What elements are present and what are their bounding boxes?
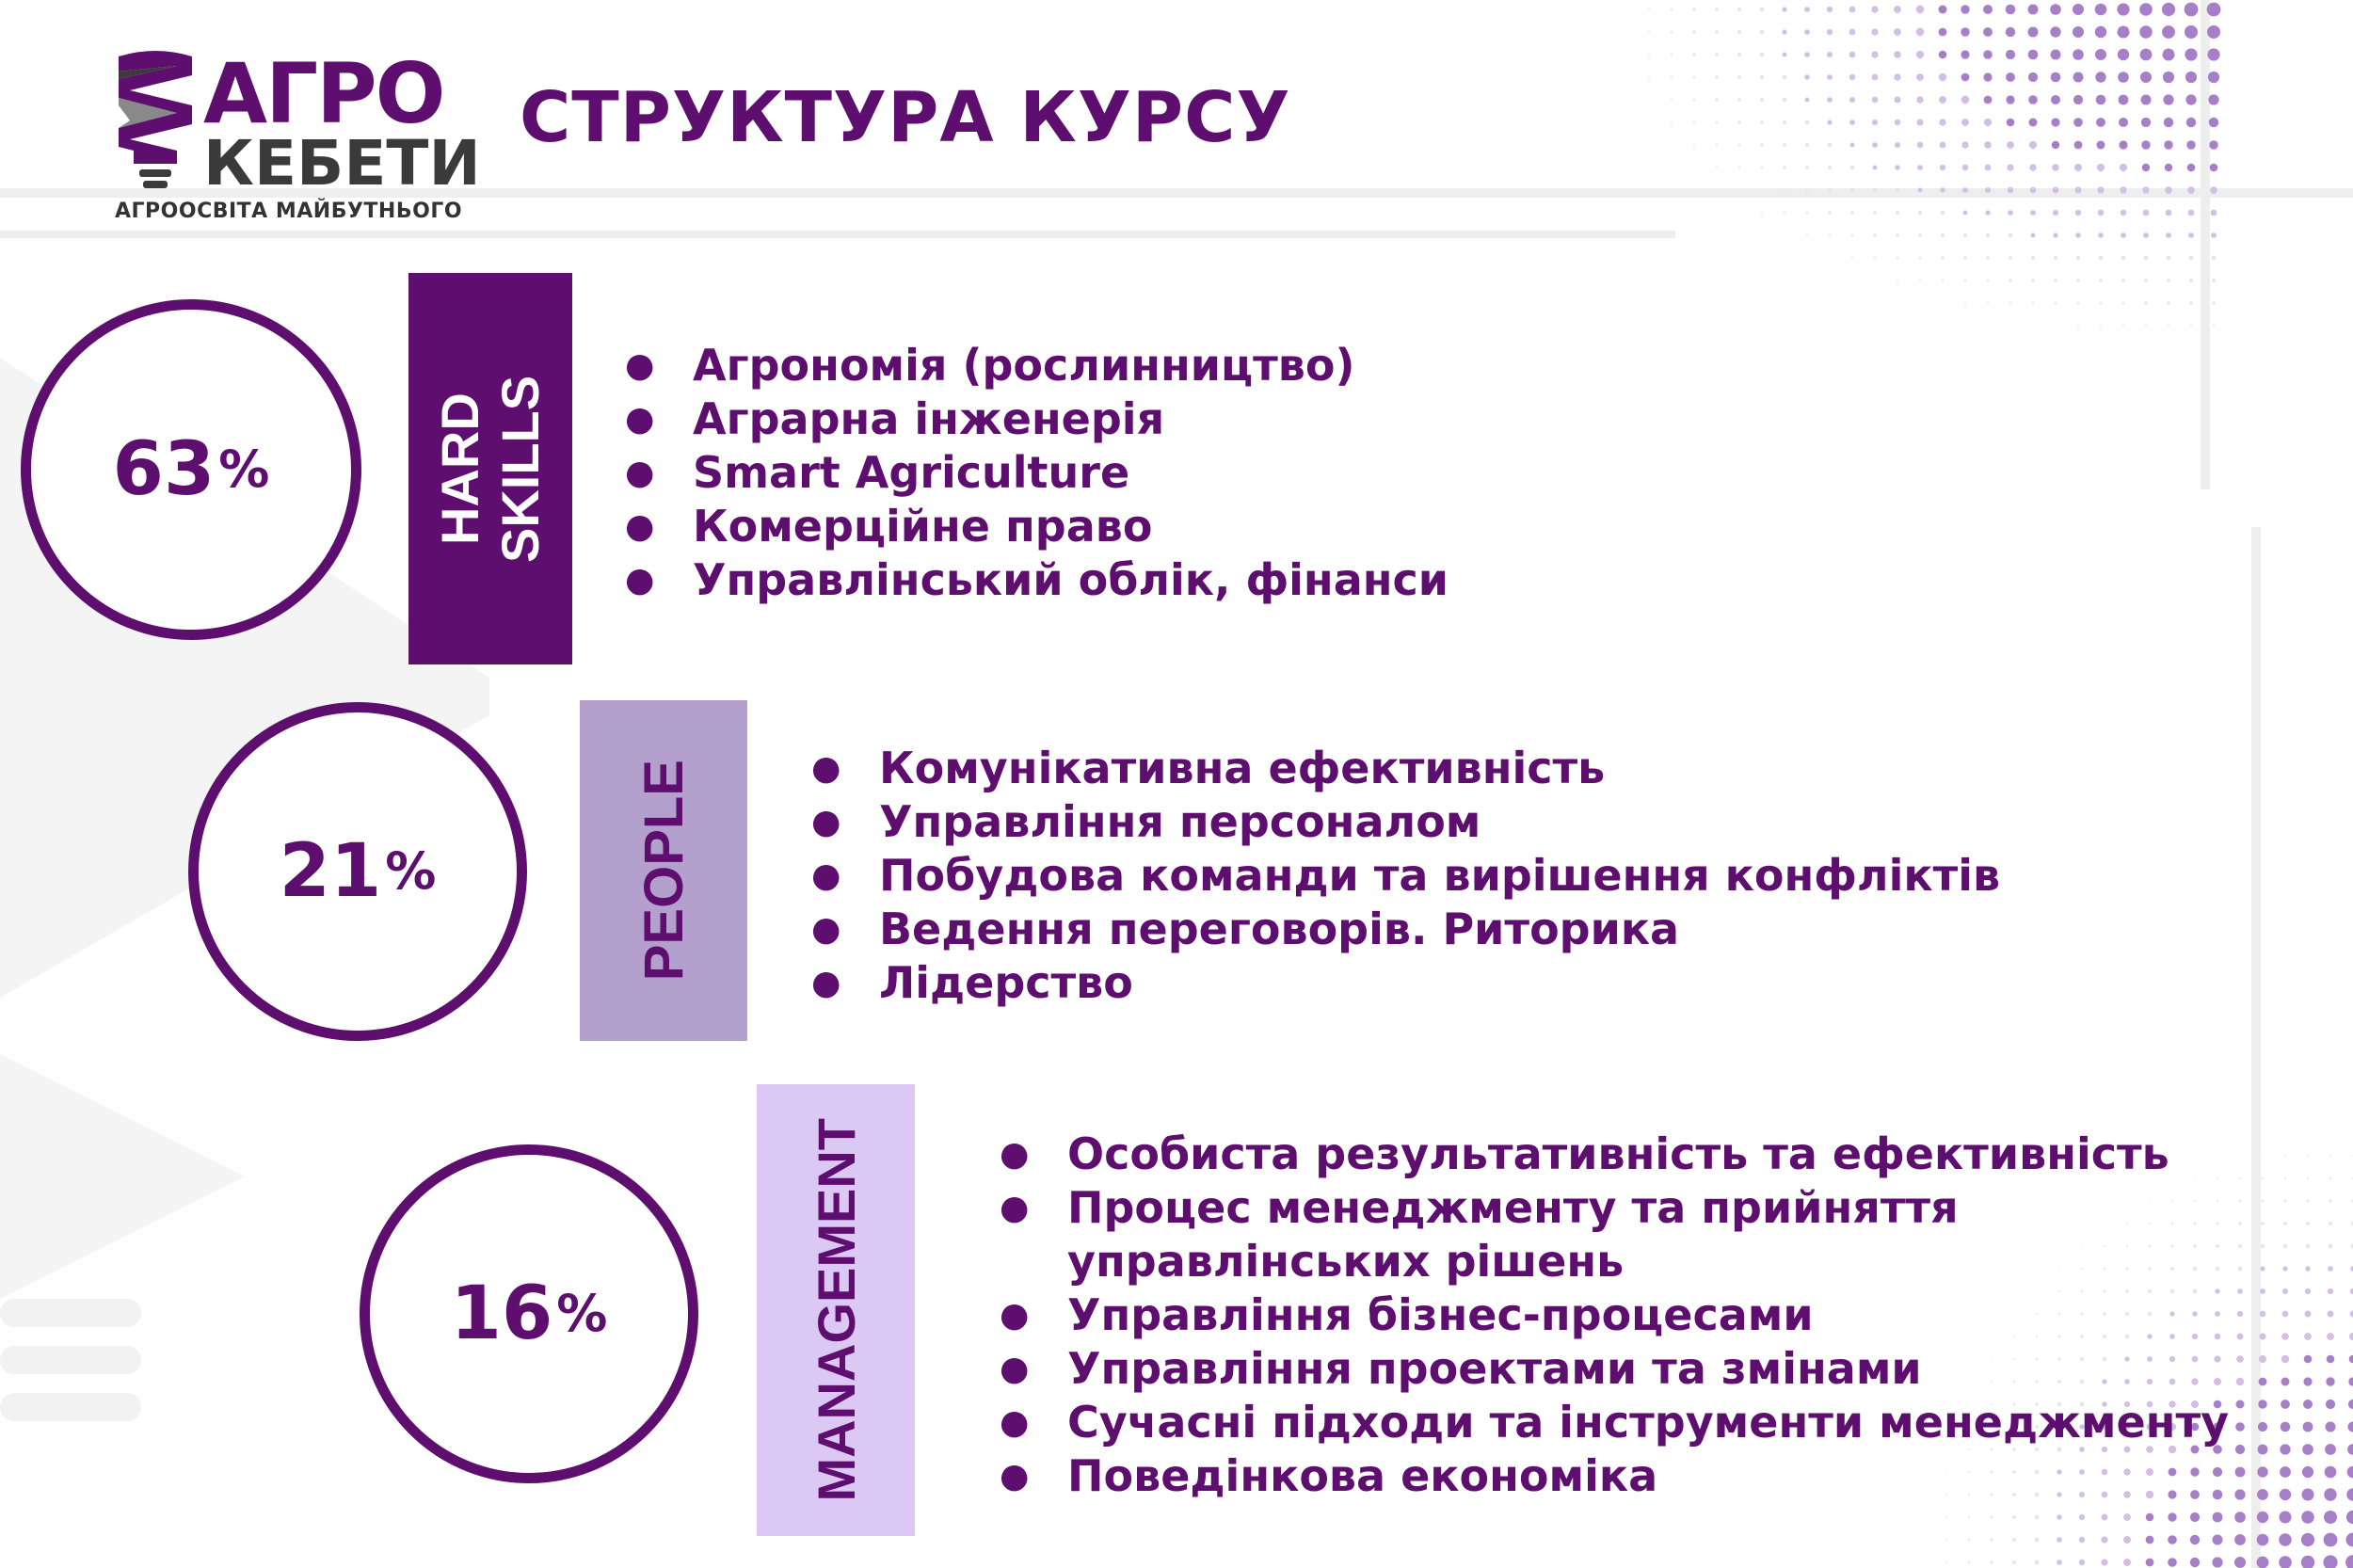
percent-circle-hard-skills: 63 %	[21, 299, 361, 640]
percent-sign: %	[385, 841, 437, 901]
percent-sign: %	[556, 1284, 608, 1343]
bullet-icon: ●	[1000, 1457, 1030, 1496]
brand-name-line1: АГРО	[203, 45, 445, 142]
bullet-icon: ●	[1000, 1135, 1030, 1174]
percent-value: 21	[279, 829, 382, 914]
brand-logo: АГРО КЕБЕТИ АГРООСВІТА МАЙБУТНЬОГО	[111, 47, 488, 235]
lightbulb-logo-icon	[119, 51, 192, 188]
percent-value: 63	[112, 427, 216, 512]
bullet-icon: ●	[625, 561, 655, 600]
list-item: ● Smart Agriculture	[625, 447, 1130, 498]
bullet-icon: ●	[811, 749, 841, 788]
bullet-icon: ●	[1000, 1350, 1030, 1388]
list-item: ● Комунікативна ефективність	[811, 743, 1606, 793]
page-title: СТРУКТУРА КУРСУ	[520, 77, 1291, 158]
percent-circle-people: 21 %	[188, 702, 527, 1041]
list-item: ● Поведінкова економіка	[1000, 1450, 1658, 1501]
list-item: ● Аграрна інженерія	[625, 393, 1165, 444]
list-item: ● Лідерство	[811, 957, 1133, 1008]
category-label: PEOPLE	[632, 760, 695, 982]
list-item: ● Ведення переговорів. Риторика	[811, 904, 1680, 954]
percent-value: 16	[450, 1272, 553, 1356]
bullet-icon: ●	[625, 346, 655, 385]
list-item: ● Агрономія (рослинництво)	[625, 340, 1355, 391]
list-item: ● Управління бізнес-процесами	[1000, 1289, 1814, 1340]
category-label: MANAGEMENT	[806, 1118, 866, 1502]
list-item: ● Особиста результативність та ефективніс…	[1000, 1128, 2169, 1179]
bullet-icon: ●	[625, 400, 655, 439]
bullet-icon: ●	[811, 964, 841, 1002]
category-label: HARD SKILLS	[430, 375, 550, 563]
bullet-icon: ●	[1000, 1403, 1030, 1442]
bullet-icon: ●	[811, 856, 841, 895]
category-bar-hard-skills: HARD SKILLS	[408, 273, 572, 664]
list-item: ● Побудова команди та вирішення конфлікті…	[811, 850, 2001, 901]
category-bar-management: MANAGEMENT	[757, 1084, 915, 1536]
topic-list-management: ● Особиста результативність та ефективніс…	[1000, 1128, 2229, 1503]
category-bar-people: PEOPLE	[580, 700, 747, 1041]
list-item: ● Комерційне право	[625, 501, 1153, 552]
brand-tagline: АГРООСВІТА МАЙБУТНЬОГО	[115, 200, 463, 223]
percent-sign: %	[218, 440, 270, 499]
bullet-icon: ●	[625, 507, 655, 546]
list-item: ● Процес менеджменту та прийняття управлі…	[1000, 1182, 1959, 1287]
bullet-icon: ●	[625, 454, 655, 492]
topic-list-people: ● Комунікативна ефективність ● Управління …	[811, 742, 2000, 1010]
list-item: ● Сучасні підходи та інструменти менеджме…	[1000, 1397, 2230, 1448]
bullet-icon: ●	[811, 803, 841, 841]
list-item: ● Управління проектами та змінами	[1000, 1343, 1922, 1394]
percent-circle-management: 16 %	[360, 1144, 698, 1483]
bullet-icon: ●	[1000, 1296, 1030, 1335]
list-item: ● Управлінський облік, фінанси	[625, 554, 1449, 605]
topic-list-hard-skills: ● Агрономія (рослинництво) ● Аграрна інжен…	[625, 339, 1449, 607]
bullet-icon: ●	[1000, 1189, 1030, 1227]
list-item: ● Управління персоналом	[811, 796, 1481, 847]
brand-name-line2: КЕБЕТИ	[203, 127, 481, 200]
bullet-icon: ●	[811, 910, 841, 949]
